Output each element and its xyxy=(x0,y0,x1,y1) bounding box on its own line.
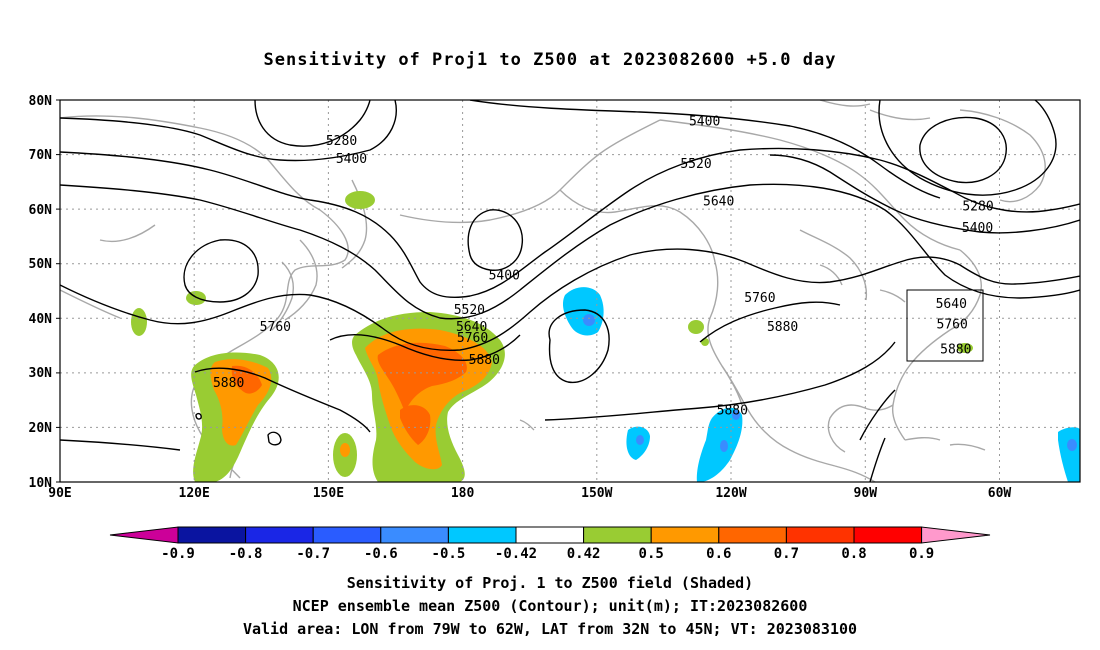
lat-ticks xyxy=(56,99,60,483)
contour-label-text: 5280 xyxy=(326,134,357,149)
lat-label: 80N xyxy=(29,94,53,109)
contour-label: 5400 xyxy=(962,221,993,236)
contour-label-text: 5880 xyxy=(767,320,798,335)
contour-label-text: 5400 xyxy=(689,115,720,130)
colorbar-label: 0.42 xyxy=(567,546,601,562)
colorbar-label: -0.5 xyxy=(432,546,466,562)
lon-label: 150W xyxy=(581,486,612,501)
lon-axis: 90E 120E 150E 180 150W 120W 90W 60W xyxy=(48,486,1011,501)
lon-label: 120E xyxy=(179,486,210,501)
contour-label: 5640 xyxy=(456,320,487,335)
colorbar-box xyxy=(785,526,855,544)
contour-label: 5760 xyxy=(260,320,291,335)
contour-label-text: 5880 xyxy=(940,342,971,357)
colorbar-left-triangle xyxy=(109,526,179,544)
colorbar-box xyxy=(853,526,923,544)
contour-label: 5880 xyxy=(213,376,244,391)
contour-label: 5880 xyxy=(940,342,971,357)
colorbar-label: -0.7 xyxy=(296,546,330,562)
sensitivity-shading xyxy=(131,191,1080,482)
colorbar-box xyxy=(177,526,247,544)
colorbar-label: -0.42 xyxy=(495,546,537,562)
plot-title: Sensitivity of Proj1 to Z500 at 20230826… xyxy=(263,50,837,70)
colorbar-box xyxy=(650,526,720,544)
contour-label-text: 5880 xyxy=(213,376,244,391)
contour-label-text: 5640 xyxy=(703,194,734,209)
lat-label: 50N xyxy=(29,257,53,272)
colorbar-box xyxy=(245,526,314,544)
colorbar-label: 0.9 xyxy=(909,546,934,562)
map-gridlines xyxy=(60,100,1080,482)
colorbar-label: -0.6 xyxy=(364,546,398,562)
valid-area-box xyxy=(906,289,984,362)
colorbar-right-triangle xyxy=(921,526,991,544)
lat-label: 30N xyxy=(29,366,53,381)
contour-label: 5640 xyxy=(936,297,967,312)
contour-label: 5640 xyxy=(703,194,734,209)
contour-label: 5280 xyxy=(326,134,357,149)
caption-shading: Sensitivity of Proj. 1 to Z500 field (Sh… xyxy=(346,574,754,592)
contour-label-text: 5520 xyxy=(680,157,711,172)
contour-label-text: 5640 xyxy=(936,297,967,312)
lat-label: 40N xyxy=(29,312,53,327)
lat-label: 60N xyxy=(29,203,53,218)
colorbar-box xyxy=(515,526,585,544)
lon-label: 120W xyxy=(715,486,746,501)
lat-label: 10N xyxy=(29,476,53,491)
colorbar-label: 0.5 xyxy=(639,546,664,562)
contour-label-text: 5760 xyxy=(457,331,488,346)
colorbar-box xyxy=(718,526,787,544)
contour-label-text: 5400 xyxy=(336,152,367,167)
contour-label: 5520 xyxy=(680,157,711,172)
caption-contour: NCEP ensemble mean Z500 (Contour); unit(… xyxy=(292,597,808,615)
colorbar-box xyxy=(312,526,382,544)
colorbar-label: -0.8 xyxy=(229,546,263,562)
contour-label: 5880 xyxy=(767,320,798,335)
contour-label-text: 5520 xyxy=(454,303,485,318)
contour-label-text: 5880 xyxy=(717,403,748,418)
colorbar-label: 0.7 xyxy=(774,546,799,562)
lon-label: 60W xyxy=(988,486,1012,501)
colorbar: -0.9 -0.8 -0.7 -0.6 -0.5 -0.42 0.42 0.5 0.6 0.7 0.… xyxy=(109,526,991,562)
lat-axis: 80N 70N 60N 50N 40N 30N 20N 10N xyxy=(29,94,53,491)
lon-label: 180 xyxy=(451,486,475,501)
lon-label: 150E xyxy=(313,486,344,501)
contour-labels: 5400 5280 5400 5520 5640 5280 5400 5400 5520 5760… xyxy=(213,115,994,419)
colorbar-box xyxy=(380,526,449,544)
contour-label: 5760 xyxy=(457,331,488,346)
lat-label: 20N xyxy=(29,421,53,436)
lon-label: 90E xyxy=(48,486,71,501)
colorbar-label: 0.8 xyxy=(841,546,866,562)
lat-label: 70N xyxy=(29,148,53,163)
contour-label-text: 5760 xyxy=(937,318,968,333)
coastlines xyxy=(60,100,1046,482)
contour-label: 5880 xyxy=(717,403,748,418)
contour-label-text: 5280 xyxy=(962,199,993,214)
contour-label: 5400 xyxy=(489,269,520,284)
colorbar-box xyxy=(447,526,517,544)
contour-label-text: 5760 xyxy=(744,291,775,306)
contour-label-text: 5640 xyxy=(456,320,487,335)
colorbar-box xyxy=(583,526,652,544)
contour-label: 5280 xyxy=(962,199,993,214)
contour-label: 5880 xyxy=(469,353,500,368)
contour-label-text: 5400 xyxy=(489,269,520,284)
colorbar-label: -0.9 xyxy=(161,546,195,562)
z500-contours xyxy=(60,100,1080,482)
contour-label: 5760 xyxy=(744,291,775,306)
contour-label-text: 5400 xyxy=(962,221,993,236)
contour-label: 5400 xyxy=(336,152,367,167)
contour-label: 5520 xyxy=(454,303,485,318)
map-frame xyxy=(59,99,1081,483)
lon-label: 90W xyxy=(854,486,878,501)
contour-label: 5400 xyxy=(689,115,720,130)
contour-label: 5760 xyxy=(937,318,968,333)
contour-label-text: 5760 xyxy=(260,320,291,335)
colorbar-label: 0.6 xyxy=(706,546,731,562)
contour-label-text: 5880 xyxy=(469,353,500,368)
caption-valid-area: Valid area: LON from 79W to 62W, LAT fro… xyxy=(242,620,858,638)
